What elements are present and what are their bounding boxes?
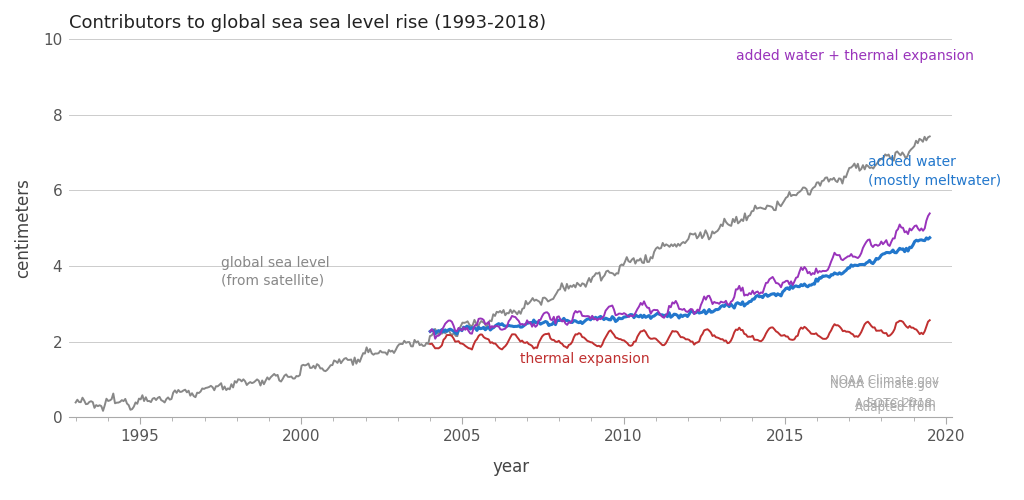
Y-axis label: centimeters: centimeters — [14, 178, 32, 278]
Text: Adapted from: Adapted from — [855, 400, 939, 413]
Text: added water
(mostly meltwater): added water (mostly meltwater) — [868, 155, 1001, 188]
Text: added water + thermal expansion: added water + thermal expansion — [736, 49, 974, 63]
X-axis label: year: year — [493, 458, 529, 476]
Text: thermal expansion: thermal expansion — [520, 352, 650, 366]
Text: Adapted from: Adapted from — [855, 396, 939, 409]
Text: SOTC 2018: SOTC 2018 — [865, 396, 932, 409]
Text: Contributors to global sea sea level rise (1993-2018): Contributors to global sea sea level ris… — [70, 14, 547, 32]
Text: NOAA Climate.gov: NOAA Climate.gov — [830, 374, 939, 387]
Text: global sea level
(from satellite): global sea level (from satellite) — [221, 256, 330, 288]
Text: NOAA Climate.gov: NOAA Climate.gov — [830, 378, 939, 391]
